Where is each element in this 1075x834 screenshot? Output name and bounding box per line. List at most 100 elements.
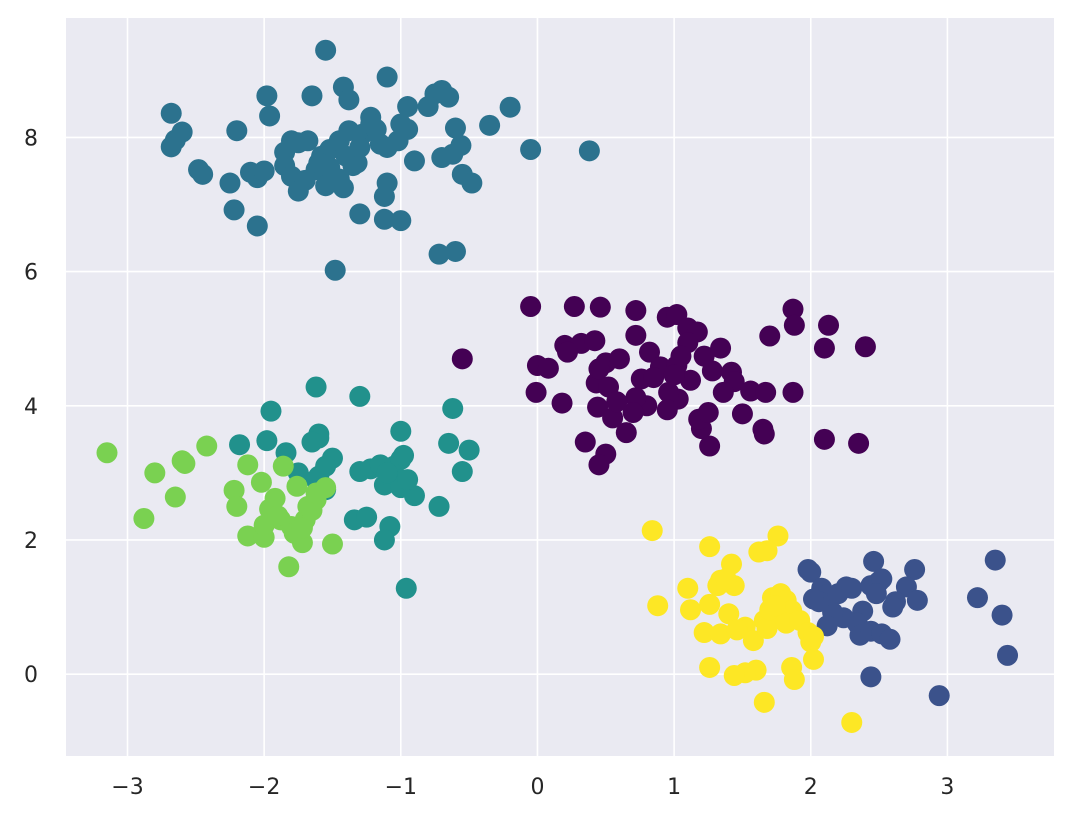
scatter-point-cluster-2 xyxy=(259,105,281,127)
scatter-point-cluster-1 xyxy=(984,549,1006,571)
scatter-point-cluster-0 xyxy=(656,399,678,421)
scatter-point-cluster-1 xyxy=(966,587,988,609)
scatter-point-cluster-3 xyxy=(395,577,417,599)
scatter-point-cluster-2 xyxy=(417,96,439,118)
data-points xyxy=(96,39,1019,733)
scatter-point-cluster-1 xyxy=(865,583,887,605)
x-tick-label: 3 xyxy=(940,775,954,800)
scatter-point-cluster-4 xyxy=(96,442,118,464)
scatter-point-cluster-0 xyxy=(615,422,637,444)
scatter-point-cluster-4 xyxy=(164,486,186,508)
scatter-point-cluster-0 xyxy=(670,345,692,367)
scatter-point-cluster-4 xyxy=(237,454,259,476)
scatter-point-cluster-2 xyxy=(338,89,360,111)
scatter-point-cluster-0 xyxy=(643,367,665,389)
scatter-point-cluster-1 xyxy=(800,561,822,583)
scatter-point-cluster-0 xyxy=(602,407,624,429)
scatter-point-cluster-5 xyxy=(699,536,721,558)
scatter-point-cluster-0 xyxy=(625,324,647,346)
scatter-point-cluster-0 xyxy=(587,396,609,418)
scatter-point-cluster-0 xyxy=(848,432,870,454)
scatter-point-cluster-2 xyxy=(301,85,323,107)
scatter-point-cluster-2 xyxy=(192,163,214,185)
scatter-point-cluster-0 xyxy=(563,295,585,317)
y-tick-label: 4 xyxy=(24,395,38,420)
scatter-point-cluster-0 xyxy=(753,423,775,445)
scatter-point-cluster-3 xyxy=(390,420,412,442)
y-tick-label: 2 xyxy=(24,529,38,554)
scatter-point-cluster-4 xyxy=(305,482,327,504)
scatter-point-cluster-2 xyxy=(376,66,398,88)
scatter-point-cluster-5 xyxy=(693,622,715,644)
scatter-point-cluster-4 xyxy=(250,471,272,493)
scatter-point-cluster-3 xyxy=(260,400,282,422)
scatter-point-cluster-2 xyxy=(315,39,337,61)
scatter-point-cluster-5 xyxy=(764,595,786,617)
scatter-point-cluster-0 xyxy=(588,454,610,476)
scatter-point-cluster-5 xyxy=(802,648,824,670)
scatter-point-cluster-0 xyxy=(557,341,579,363)
y-tick-label: 0 xyxy=(24,663,38,688)
x-axis-ticks: −3 −2 −1 0 1 2 3 xyxy=(111,775,954,800)
scatter-point-cluster-2 xyxy=(253,160,275,182)
scatter-point-cluster-3 xyxy=(256,430,278,452)
scatter-point-cluster-2 xyxy=(397,96,419,118)
scatter-point-cluster-3 xyxy=(229,434,251,456)
scatter-point-cluster-0 xyxy=(699,435,721,457)
scatter-point-cluster-1 xyxy=(928,685,950,707)
scatter-point-cluster-2 xyxy=(397,118,419,140)
scatter-point-cluster-2 xyxy=(219,172,241,194)
x-tick-label: −3 xyxy=(111,775,143,800)
scatter-point-cluster-1 xyxy=(802,588,824,610)
scatter-point-cluster-2 xyxy=(160,102,182,124)
scatter-point-cluster-0 xyxy=(759,325,781,347)
scatter-point-cluster-1 xyxy=(991,604,1013,626)
scatter-point-cluster-3 xyxy=(315,455,337,477)
scatter-point-cluster-4 xyxy=(278,556,300,578)
y-tick-label: 8 xyxy=(24,126,38,151)
scatter-point-cluster-5 xyxy=(710,623,732,645)
scatter-point-cluster-3 xyxy=(376,462,398,484)
scatter-point-cluster-5 xyxy=(680,599,702,621)
scatter-point-cluster-1 xyxy=(863,550,885,572)
scatter-point-cluster-0 xyxy=(782,381,804,403)
scatter-point-cluster-4 xyxy=(291,532,313,554)
scatter-point-cluster-0 xyxy=(584,330,606,352)
scatter-point-cluster-5 xyxy=(699,593,721,615)
scatter-point-cluster-5 xyxy=(647,595,669,617)
scatter-point-cluster-5 xyxy=(715,568,737,590)
scatter-point-cluster-4 xyxy=(301,499,323,521)
scatter-point-cluster-0 xyxy=(451,348,473,370)
scatter-point-cluster-2 xyxy=(297,130,319,152)
scatter-point-cluster-0 xyxy=(697,401,719,423)
scatter-point-cluster-0 xyxy=(589,296,611,318)
scatter-point-cluster-1 xyxy=(860,666,882,688)
scatter-point-cluster-2 xyxy=(315,175,337,197)
scatter-point-cluster-2 xyxy=(390,210,412,232)
scatter-point-cluster-3 xyxy=(301,431,323,453)
scatter-point-cluster-0 xyxy=(701,360,723,382)
scatter-point-cluster-2 xyxy=(373,208,395,230)
scatter-point-cluster-1 xyxy=(997,644,1019,666)
x-tick-label: 1 xyxy=(667,775,681,800)
scatter-point-cluster-0 xyxy=(622,401,644,423)
scatter-point-cluster-4 xyxy=(272,455,294,477)
scatter-point-cluster-0 xyxy=(710,337,732,359)
scatter-point-cluster-2 xyxy=(578,140,600,162)
scatter-point-cluster-3 xyxy=(349,385,371,407)
scatter-point-cluster-2 xyxy=(223,199,245,221)
scatter-point-cluster-0 xyxy=(755,381,777,403)
scatter-point-cluster-2 xyxy=(246,215,268,237)
scatter-point-cluster-5 xyxy=(742,630,764,652)
scatter-point-cluster-2 xyxy=(349,203,371,225)
scatter-point-cluster-4 xyxy=(144,462,166,484)
scatter-point-cluster-0 xyxy=(639,341,661,363)
scatter-point-cluster-0 xyxy=(574,431,596,453)
x-tick-label: 0 xyxy=(530,775,544,800)
scatter-point-cluster-2 xyxy=(499,96,521,118)
scatter-point-cluster-5 xyxy=(767,525,789,547)
scatter-point-cluster-0 xyxy=(588,358,610,380)
scatter-point-cluster-2 xyxy=(319,157,341,179)
scatter-point-cluster-4 xyxy=(237,525,259,547)
